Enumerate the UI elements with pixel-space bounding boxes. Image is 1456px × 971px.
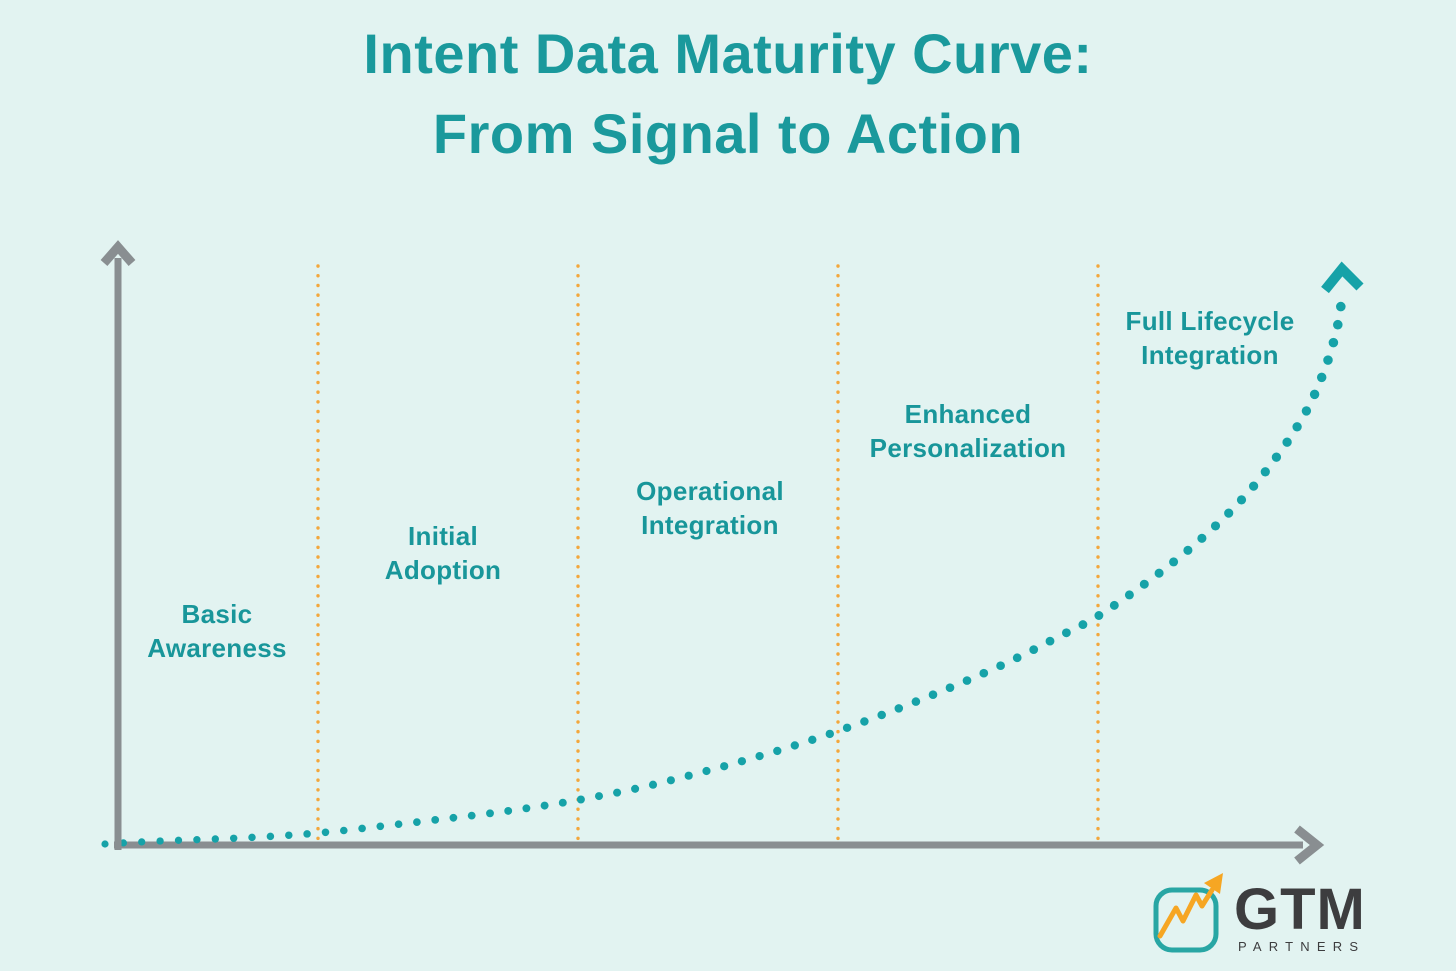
gtm-partners-logo: GTM PARTNERS <box>1146 870 1386 966</box>
stage-label-operational-integration: Operational Integration <box>636 476 784 540</box>
logo-partners-label: PARTNERS <box>1238 939 1366 954</box>
title-line-1: Intent Data Maturity Curve: <box>363 22 1093 85</box>
logo-gtm-label: GTM <box>1234 877 1366 942</box>
gtm-logo-mark-icon <box>1153 873 1223 953</box>
stage-label-basic-awareness: Basic Awareness <box>147 599 287 663</box>
gtm-logo-text: GTM PARTNERS <box>1234 877 1366 955</box>
stage-label-initial-adoption: Initial Adoption <box>384 521 502 585</box>
page-title: Intent Data Maturity Curve: From Signal … <box>0 14 1456 174</box>
stage-label-full-lifecycle-integration: Full Lifecycle Integration <box>1125 306 1295 370</box>
stage-label-enhanced-personalization: Enhanced Personalization <box>869 399 1067 463</box>
title-line-2: From Signal to Action <box>432 102 1024 165</box>
